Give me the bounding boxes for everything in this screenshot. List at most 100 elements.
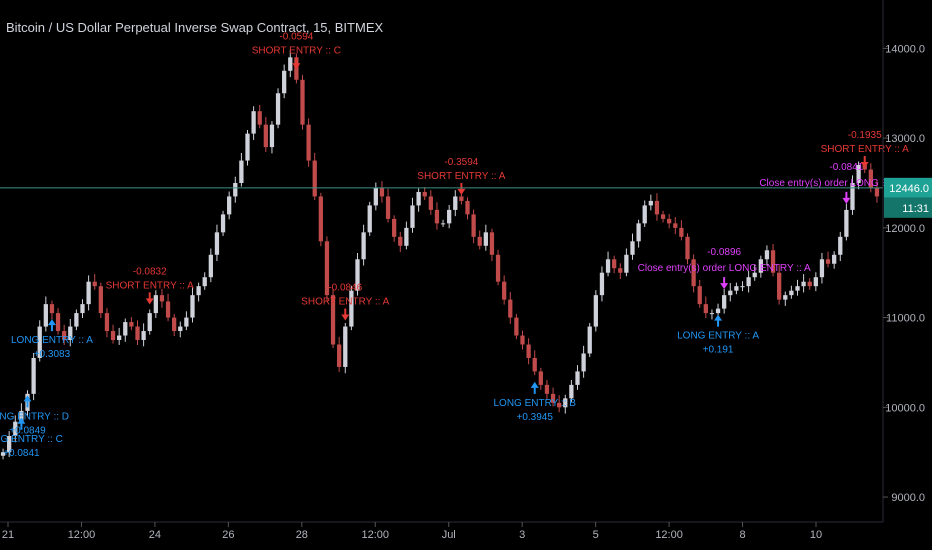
long-entry-value: +0.0849 — [9, 425, 46, 436]
price-tick-label: 13000.0 — [885, 133, 925, 145]
candle-body — [648, 200, 653, 206]
close-entry-label: Close entry(s) order LONG ENTRY :: A — [638, 263, 811, 274]
candle-body — [557, 402, 562, 408]
candle-body — [459, 196, 464, 201]
candle-body — [434, 209, 440, 224]
time-axis: 21 12:00 24 26 28 12:00 Jul 3 5 12:00 8 10 — [2, 522, 822, 541]
time-tick-label: 21 — [2, 529, 14, 541]
candle-body — [495, 254, 501, 282]
long-entry-label: LONG ENTRY :: A — [677, 331, 759, 342]
short-entry-value: -0.0846 — [328, 283, 362, 294]
short-entry-label: SHORT ENTRY :: C — [252, 45, 341, 56]
candle-body — [233, 182, 238, 197]
candle-body — [257, 111, 262, 125]
candle-body — [306, 124, 311, 161]
close-entry-label: Close entry(s) order LONG ENTRY :: C — [759, 178, 932, 189]
candle-body — [783, 295, 788, 300]
candle-body — [868, 169, 873, 188]
price-tick-label: 9000.0 — [891, 492, 925, 504]
time-tick-label: 12:00 — [655, 529, 683, 541]
candle-body — [605, 259, 611, 273]
time-tick-label: 10 — [810, 529, 822, 541]
candle-body — [416, 191, 421, 206]
candle-body — [703, 304, 708, 314]
candle-body — [453, 196, 458, 210]
candle-body — [269, 124, 275, 148]
time-tick-label: 5 — [593, 529, 599, 541]
candle-body — [98, 286, 103, 314]
candle-body — [844, 209, 849, 237]
countdown-badge — [884, 197, 932, 218]
time-tick-label: 12:00 — [68, 529, 96, 541]
candle-body — [135, 326, 140, 341]
candle-body — [300, 79, 305, 125]
candle-body — [37, 326, 42, 358]
candle-body — [43, 304, 48, 327]
candle-body — [715, 308, 721, 314]
long-entry-arrow-icon — [714, 314, 723, 327]
short-entry-value: -0.1935 — [848, 130, 882, 141]
candle-body — [385, 196, 391, 219]
candle-body — [404, 227, 409, 246]
candle-body — [691, 259, 696, 287]
candle-body — [838, 236, 843, 255]
candle-body — [856, 165, 861, 183]
long-entry-arrow-icon — [530, 381, 539, 394]
long-entry-label: LONG ENTRY :: C — [0, 434, 63, 445]
candle-body — [220, 214, 226, 233]
candle-body — [636, 223, 641, 242]
short-entry-label: SHORT ENTRY :: A — [301, 297, 390, 308]
candle-body — [330, 295, 336, 345]
candle-body — [398, 236, 403, 246]
long-entry-arrow-icon — [47, 319, 56, 332]
candle-body — [581, 353, 586, 372]
candle-body — [31, 357, 36, 394]
candle-body — [62, 331, 67, 341]
candle-body — [428, 196, 433, 210]
countdown-label: 11:31 — [902, 203, 929, 215]
short-entry-value: -0.0594 — [279, 31, 313, 42]
candle-body — [465, 200, 470, 215]
candle-body — [563, 398, 568, 408]
close-entry-arrow-icon — [720, 277, 729, 290]
long-entry-arrow-icon — [23, 395, 32, 408]
candle-body — [630, 241, 635, 255]
candle-body — [471, 214, 476, 237]
candle-body — [251, 111, 256, 134]
candle-body — [777, 272, 782, 300]
candle-body — [190, 295, 195, 318]
time-tick-label: 12:00 — [362, 529, 390, 541]
short-entry-arrow-icon — [457, 182, 466, 195]
candle-body — [196, 286, 201, 296]
candle-body — [117, 335, 122, 341]
time-tick-label: Jul — [442, 529, 456, 541]
candle-body — [624, 254, 629, 273]
candle-body — [324, 241, 330, 296]
candle-body — [282, 70, 287, 94]
candle-body — [593, 295, 598, 327]
short-entry-label: SHORT ENTRY :: A — [106, 280, 195, 291]
short-entry-label: SHORT ENTRY :: A — [417, 171, 506, 182]
candle-body — [673, 223, 678, 228]
candle-body — [526, 344, 531, 358]
time-tick-label: 3 — [519, 529, 525, 541]
long-entry-value: +0.0841 — [3, 448, 40, 459]
long-entry-value: +0.3083 — [34, 349, 71, 360]
candle-body — [569, 384, 574, 399]
long-entry-label: LONG ENTRY :: B — [494, 398, 577, 409]
candle-body — [483, 232, 488, 246]
long-entry-arrow-icon — [17, 417, 26, 430]
candle-body — [159, 295, 165, 302]
candle-body — [367, 205, 372, 233]
candle-body — [642, 205, 647, 224]
candle-body — [679, 227, 684, 237]
long-entry-label: LONG ENTRY :: A — [11, 335, 93, 346]
price-badges: 12446.0 11:31 — [884, 177, 932, 218]
candle-body — [208, 254, 213, 278]
close-entry-value: -0.0841 — [829, 162, 863, 173]
long-entry-value: +0.191 — [703, 345, 734, 356]
short-entry-value: -0.0832 — [133, 266, 167, 277]
price-tick-label: 12000.0 — [885, 223, 925, 235]
price-axis: 14000.0 13000.0 12000.0 11000.0 10000.0 9000.… — [883, 43, 925, 504]
